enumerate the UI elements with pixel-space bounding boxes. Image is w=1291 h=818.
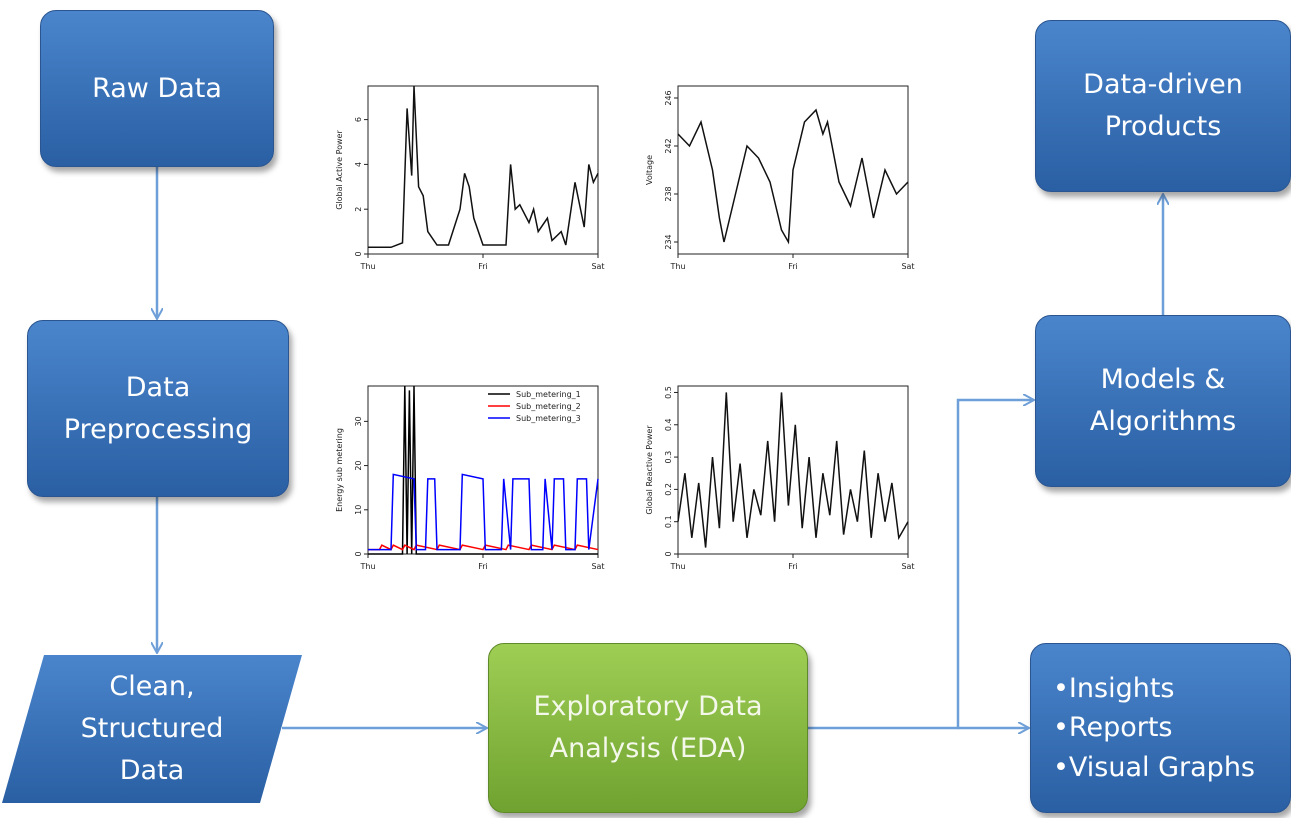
y-tick-label: 4 <box>354 162 363 167</box>
y-tick-label: 0.1 <box>664 515 673 528</box>
y-tick-label: 0.5 <box>664 386 673 399</box>
series-line-0 <box>368 385 598 555</box>
y-tick-label: 10 <box>354 505 363 515</box>
y-axis-label: Voltage <box>645 155 654 185</box>
outputs-box: •Insights •Reports •Visual Graphs <box>1030 643 1291 813</box>
eda-label-line-1: Exploratory Data <box>533 691 763 723</box>
clean-data-label-line-2: Structured <box>80 713 224 745</box>
x-tick-label: Sat <box>591 262 604 271</box>
series-line-0 <box>677 392 909 548</box>
energy-sub-metering-plot: 0 10 20 30 Thu Fri Sat Energy sub metering Sub_m… <box>335 385 605 571</box>
output-insights: •Insights <box>1053 673 1175 705</box>
x-tick-label: Sat <box>901 262 914 271</box>
y-axis-label: Global Active Power <box>335 130 344 210</box>
raw-data-label: Raw Data <box>92 72 222 104</box>
y-tick-label: 6 <box>354 117 363 122</box>
x-tick-label: Thu <box>359 262 375 271</box>
x-tick-label: Thu <box>359 562 375 571</box>
preprocessing-label-line-1: Data <box>125 371 191 403</box>
y-tick-label: 30 <box>354 416 363 426</box>
series-line-2 <box>368 473 599 551</box>
arrow-eda-to-models <box>808 400 1033 730</box>
clean-data-label-line-3: Data <box>119 754 185 786</box>
y-axis-label: Global Reactive Power <box>645 425 654 515</box>
series-line-0 <box>368 85 599 249</box>
y-tick-label: 0 <box>354 551 363 556</box>
x-tick-label: Sat <box>591 562 604 571</box>
x-tick-label: Fri <box>478 562 488 571</box>
y-tick-label: 238 <box>664 186 673 201</box>
y-tick-label: 234 <box>664 234 673 249</box>
models-label-line-2: Algorithms <box>1089 406 1237 437</box>
y-tick-label: 2 <box>354 207 363 212</box>
legend-label: Sub_metering_2 <box>516 402 581 411</box>
x-tick-label: Fri <box>478 262 488 271</box>
global-active-power-plot: 0 2 4 6 Thu Fri Sat Global Active Power <box>335 85 605 271</box>
y-tick-label: 246 <box>664 90 673 105</box>
y-tick-label: 0.4 <box>664 418 673 431</box>
x-tick-label: Fri <box>788 262 798 271</box>
global-reactive-power-plot: 0 0.1 0.2 0.3 0.4 0.5 Thu Fri Sat Global Reactive… <box>645 385 915 571</box>
eda-box: Exploratory Data Analysis (EDA) <box>488 643 808 813</box>
raw-data-box: Raw Data <box>40 10 274 167</box>
plot-frame <box>677 385 909 555</box>
preprocessing-label-line-2: Preprocessing <box>63 413 253 445</box>
data-preprocessing-box: Data Preprocessing <box>27 320 289 497</box>
output-visual-graphs: •Visual Graphs <box>1053 751 1255 783</box>
voltage-plot: 234 238 242 246 Thu Fri Sat Voltage <box>645 85 915 271</box>
output-reports: •Reports <box>1053 712 1173 744</box>
series-line-0 <box>677 108 909 245</box>
clean-structured-data-box: Clean, Structured Data <box>2 655 302 803</box>
x-tick-label: Fri <box>788 562 798 571</box>
x-tick-label: Thu <box>669 562 685 571</box>
clean-data-label-line-1: Clean, <box>109 671 195 703</box>
y-tick-label: 0 <box>664 551 673 556</box>
y-tick-label: 0.3 <box>664 451 673 464</box>
models-label-line-1: Models & <box>1100 364 1226 396</box>
y-axis-label: Energy sub metering <box>335 428 344 512</box>
legend-label: Sub_metering_3 <box>516 414 581 423</box>
data-driven-products-box: Data-driven Products <box>1035 20 1291 192</box>
models-algorithms-box: Models & Algorithms <box>1035 315 1291 487</box>
x-tick-label: Sat <box>901 562 914 571</box>
x-tick-label: Thu <box>669 262 685 271</box>
products-label-line-2: Products <box>1104 111 1222 142</box>
legend-label: Sub_metering_1 <box>516 390 581 399</box>
y-tick-label: 20 <box>354 460 363 470</box>
y-tick-label: 242 <box>664 138 673 153</box>
eda-label-line-2: Analysis (EDA) <box>549 733 747 764</box>
y-tick-label: 0.2 <box>664 483 673 496</box>
products-label-line-1: Data-driven <box>1083 69 1243 101</box>
y-tick-label: 0 <box>354 251 363 256</box>
